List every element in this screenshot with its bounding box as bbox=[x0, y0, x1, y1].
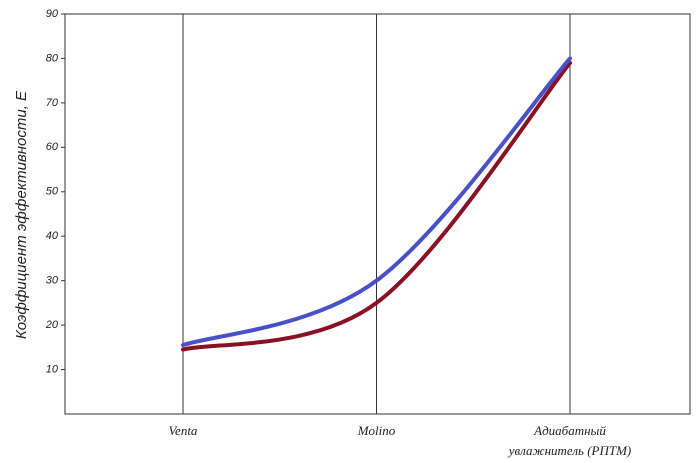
plot-frame bbox=[64, 13, 691, 415]
x-tick-label: Molino bbox=[357, 423, 396, 438]
y-tick-label: 90 bbox=[46, 8, 59, 20]
y-tick-label: 40 bbox=[46, 230, 59, 242]
y-tick-label: 60 bbox=[46, 141, 59, 153]
x-tick-label: Venta bbox=[169, 423, 198, 438]
series-line bbox=[181, 60, 572, 352]
x-tick-label: Адиабатный увлажнитель (РПТМ) bbox=[507, 423, 632, 458]
y-axis-label: Коэффициент эффективности, Е bbox=[13, 90, 30, 339]
y-tick-label: 20 bbox=[45, 319, 59, 331]
y-tick-label: 50 bbox=[46, 186, 59, 198]
y-tick-label: 30 bbox=[46, 275, 59, 287]
y-tick-label: 10 bbox=[46, 363, 59, 375]
y-tick-label: 70 bbox=[46, 97, 59, 109]
y-tick-label: 80 bbox=[46, 52, 59, 64]
series-line bbox=[181, 56, 572, 348]
